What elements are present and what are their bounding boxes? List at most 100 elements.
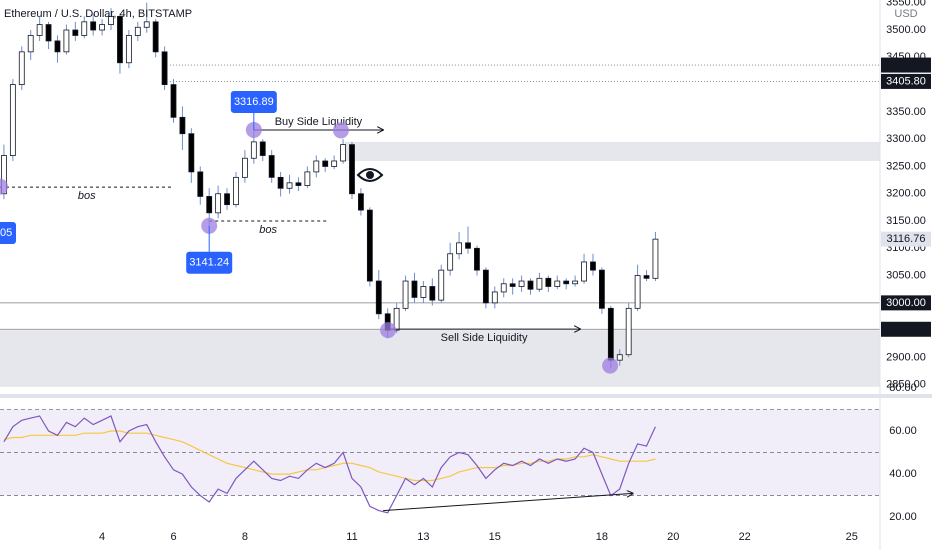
candle-body xyxy=(9,84,16,156)
candle-body xyxy=(215,193,222,214)
x-tick-label: 11 xyxy=(346,531,357,543)
candle-body xyxy=(45,24,52,42)
rsi-tick-label: 20.00 xyxy=(889,511,917,523)
price-tag-label: 3116.76 xyxy=(887,233,926,245)
candle-body xyxy=(206,196,213,214)
candle-body xyxy=(233,176,239,206)
zone xyxy=(344,141,880,161)
x-tick-label: 18 xyxy=(596,531,608,543)
candle-body xyxy=(349,144,355,195)
y-tick-label: 3200.00 xyxy=(886,188,926,200)
candle-body xyxy=(224,193,230,206)
x-tick-label: 4 xyxy=(99,531,105,543)
bos-label: bos xyxy=(259,224,277,236)
candle-body xyxy=(340,144,346,162)
price-label: 3141.24 xyxy=(189,257,229,269)
price-tag xyxy=(881,73,931,89)
zone xyxy=(0,330,880,387)
x-tick-label: 8 xyxy=(242,531,248,543)
candle-body xyxy=(572,280,579,285)
price-tag-label: 3000.00 xyxy=(886,297,926,309)
x-tick-label: 20 xyxy=(667,531,679,543)
y-tick-label: 3300.00 xyxy=(886,133,926,145)
price-label-box xyxy=(230,90,277,113)
candle-body xyxy=(607,307,614,361)
price-tag xyxy=(881,321,931,337)
candle-body xyxy=(598,269,605,309)
candle-body xyxy=(420,286,427,298)
candle-body xyxy=(90,21,97,31)
candle-body xyxy=(474,247,480,271)
x-tick-label: 6 xyxy=(170,531,176,543)
x-tick-label: 22 xyxy=(739,531,751,543)
candle-body xyxy=(313,160,320,173)
candle-body xyxy=(581,261,587,282)
y-tick-label: 3050.00 xyxy=(886,269,926,281)
rsi-tick-label: 60.00 xyxy=(889,425,917,437)
y-tick-label: 3350.00 xyxy=(886,106,926,118)
edge-label: 05 xyxy=(0,227,12,239)
liquidity-marker xyxy=(0,178,8,195)
liquidity-marker xyxy=(602,357,619,374)
rsi-tick-label: 40.00 xyxy=(889,468,917,480)
candle-body xyxy=(500,283,507,293)
candle-body xyxy=(563,280,570,285)
candle-body xyxy=(54,40,61,53)
candle-body xyxy=(402,280,409,309)
candle-body xyxy=(625,307,632,356)
price-tag xyxy=(881,295,931,311)
chart-title: Ethereum / U.S. Dollar, 4h, BITSTAMP xyxy=(4,8,192,20)
candle-body xyxy=(170,84,177,118)
y-tick-label: 3500.00 xyxy=(886,24,926,36)
candle-body xyxy=(322,160,329,167)
candle-body xyxy=(161,51,168,85)
candle-body xyxy=(518,280,525,287)
price-pane: bos bos Buy Side Liquidity Sell Side Liquid… xyxy=(0,2,880,387)
y-tick-label: 3550.00 xyxy=(886,0,926,9)
candle-body xyxy=(375,280,382,315)
liquidity-label: Sell Side Liquidity xyxy=(441,332,528,344)
price-label: 3316.89 xyxy=(234,96,274,108)
y-tick-label: 2900.00 xyxy=(886,351,926,363)
candle-body xyxy=(536,277,543,290)
candle-body xyxy=(358,193,364,211)
candle-body xyxy=(304,171,311,186)
candle-body xyxy=(295,182,302,186)
bos-label: bos xyxy=(78,190,96,202)
price-tag xyxy=(881,57,931,73)
candle-body xyxy=(634,275,641,309)
candle-body xyxy=(117,15,123,64)
candle-body xyxy=(18,51,25,85)
candle-body xyxy=(250,141,257,159)
candle-body xyxy=(72,29,79,36)
candle-body xyxy=(259,141,266,156)
x-tick-label: 15 xyxy=(489,531,501,543)
candle-body xyxy=(652,238,659,279)
candle-body xyxy=(438,269,445,301)
candle-body xyxy=(152,21,159,53)
candle-body xyxy=(411,280,418,298)
y-tick-label: 3150.00 xyxy=(886,215,926,227)
candle-body xyxy=(465,242,471,249)
candle-body xyxy=(108,15,114,25)
candle-body xyxy=(590,261,596,271)
candle-body xyxy=(188,133,195,173)
candle-body xyxy=(286,182,293,189)
candle-body xyxy=(99,24,106,31)
candle-body xyxy=(331,160,338,167)
candle-body xyxy=(491,291,498,304)
liquidity-label: Buy Side Liquidity xyxy=(275,116,363,128)
liquidity-marker xyxy=(332,122,349,139)
rsi-line xyxy=(3,415,656,514)
x-tick-label: 25 xyxy=(846,531,858,543)
candle-body xyxy=(81,21,88,36)
price-label-box xyxy=(186,251,233,274)
y-tick-label: 3250.00 xyxy=(886,160,926,172)
candle-body xyxy=(429,286,436,301)
candle-body xyxy=(125,35,132,64)
candle-body xyxy=(1,155,7,195)
candle-body xyxy=(63,29,70,53)
y-tick-label: 2850.00 xyxy=(886,379,926,391)
candle-body xyxy=(509,283,516,287)
candle-body xyxy=(527,280,534,290)
